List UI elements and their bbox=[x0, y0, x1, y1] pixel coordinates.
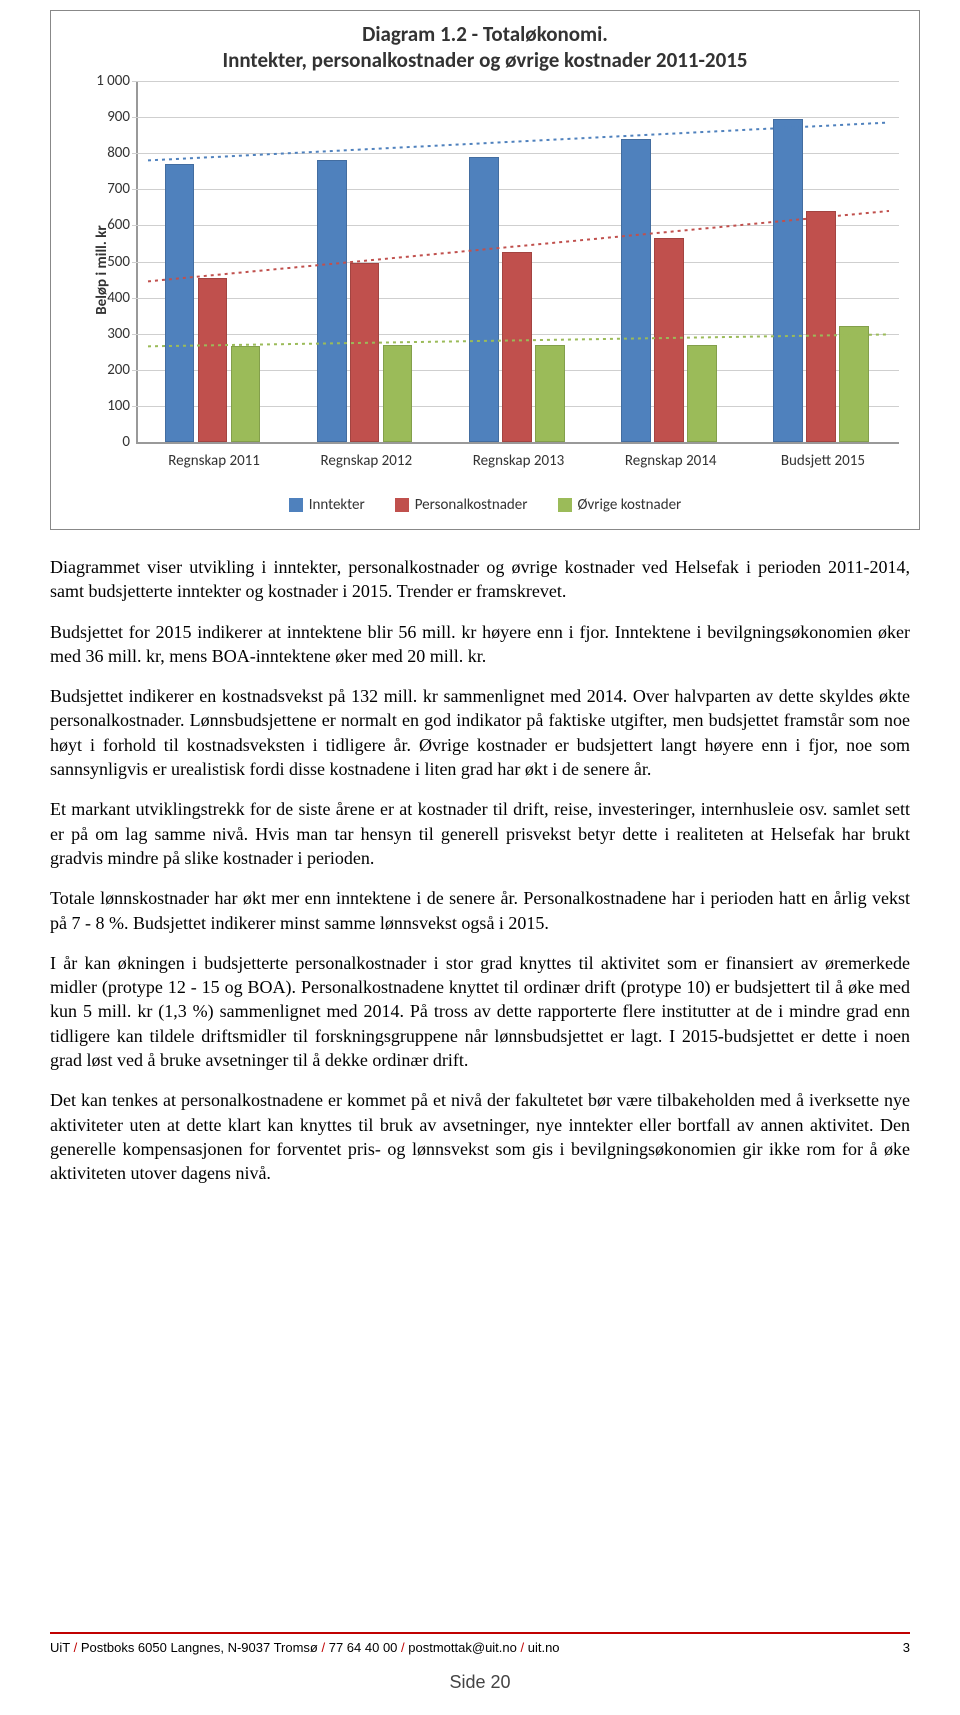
legend-swatch bbox=[289, 498, 303, 512]
y-tick-label: 700 bbox=[80, 180, 130, 198]
footer-sep: / bbox=[322, 1640, 329, 1655]
bar bbox=[687, 345, 717, 442]
paragraph: Totale lønnskostnader har økt mer enn in… bbox=[50, 886, 910, 935]
bar bbox=[231, 346, 261, 442]
bar bbox=[654, 238, 684, 442]
bar bbox=[165, 164, 195, 442]
legend: Inntekter Personalkostnader Øvrige kostnad… bbox=[51, 496, 919, 514]
y-tick-label: 400 bbox=[80, 289, 130, 307]
x-tick-label: Regnskap 2012 bbox=[321, 452, 413, 470]
x-tick-label: Regnskap 2011 bbox=[168, 452, 260, 470]
page-side-label: Side 20 bbox=[0, 1672, 960, 1693]
y-tick-label: 800 bbox=[80, 144, 130, 162]
bar bbox=[839, 326, 869, 442]
footer-phone: 77 64 40 00 bbox=[329, 1640, 398, 1655]
footer-left: UiT / Postboks 6050 Langnes, N-9037 Trom… bbox=[50, 1640, 560, 1655]
chart-container: Diagram 1.2 - Totaløkonomi. Inntekter, p… bbox=[50, 10, 920, 530]
legend-label: Inntekter bbox=[309, 496, 365, 514]
grid-line bbox=[132, 81, 899, 82]
legend-label: Personalkostnader bbox=[415, 496, 528, 514]
plot-area: 01002003004005006007008009001 000Regnska… bbox=[136, 81, 899, 444]
footer: UiT / Postboks 6050 Langnes, N-9037 Trom… bbox=[50, 1632, 910, 1655]
paragraph: I år kan økningen i budsjetterte persona… bbox=[50, 951, 910, 1072]
paragraph: Diagrammet viser utvikling i inntekter, … bbox=[50, 555, 910, 604]
footer-address: Postboks 6050 Langnes, N-9037 Tromsø bbox=[81, 1640, 318, 1655]
legend-label: Øvrige kostnader bbox=[578, 496, 682, 514]
bar bbox=[350, 263, 380, 442]
footer-org: UiT bbox=[50, 1640, 70, 1655]
y-tick-label: 300 bbox=[80, 325, 130, 343]
paragraph: Budsjettet indikerer en kostnadsvekst på… bbox=[50, 684, 910, 781]
paragraph: Det kan tenkes at personalkostnadene er … bbox=[50, 1088, 910, 1185]
bar bbox=[317, 160, 347, 442]
bar bbox=[469, 157, 499, 442]
y-tick-label: 900 bbox=[80, 108, 130, 126]
footer-email: postmottak@uit.no bbox=[408, 1640, 517, 1655]
chart-title: Diagram 1.2 - Totaløkonomi. bbox=[51, 21, 919, 47]
y-tick-label: 500 bbox=[80, 253, 130, 271]
chart-subtitle: Inntekter, personalkostnader og øvrige k… bbox=[51, 47, 919, 73]
y-tick-label: 200 bbox=[80, 361, 130, 379]
body-text: Diagrammet viser utvikling i inntekter, … bbox=[50, 555, 910, 1186]
x-tick-label: Regnskap 2014 bbox=[625, 452, 717, 470]
footer-page-num: 3 bbox=[903, 1640, 910, 1655]
bar bbox=[198, 278, 228, 442]
legend-item: Øvrige kostnader bbox=[558, 496, 682, 514]
bar bbox=[383, 345, 413, 442]
y-tick-label: 600 bbox=[80, 216, 130, 234]
bar bbox=[621, 139, 651, 442]
bar bbox=[502, 252, 532, 442]
page: Diagram 1.2 - Totaløkonomi. Inntekter, p… bbox=[0, 10, 960, 1186]
bar bbox=[535, 345, 565, 442]
y-tick-label: 1 000 bbox=[80, 72, 130, 90]
bar bbox=[806, 211, 836, 442]
legend-item: Personalkostnader bbox=[395, 496, 528, 514]
footer-sep: / bbox=[521, 1640, 528, 1655]
paragraph: Budsjettet for 2015 indikerer at inntekt… bbox=[50, 620, 910, 669]
paragraph: Et markant utviklingstrekk for de siste … bbox=[50, 797, 910, 870]
x-tick-label: Regnskap 2013 bbox=[473, 452, 565, 470]
footer-sep: / bbox=[74, 1640, 81, 1655]
x-tick-label: Budsjett 2015 bbox=[781, 452, 865, 470]
y-tick-label: 0 bbox=[80, 433, 130, 451]
y-tick-label: 100 bbox=[80, 397, 130, 415]
footer-web: uit.no bbox=[528, 1640, 560, 1655]
legend-item: Inntekter bbox=[289, 496, 365, 514]
legend-swatch bbox=[395, 498, 409, 512]
legend-swatch bbox=[558, 498, 572, 512]
bar bbox=[773, 119, 803, 442]
